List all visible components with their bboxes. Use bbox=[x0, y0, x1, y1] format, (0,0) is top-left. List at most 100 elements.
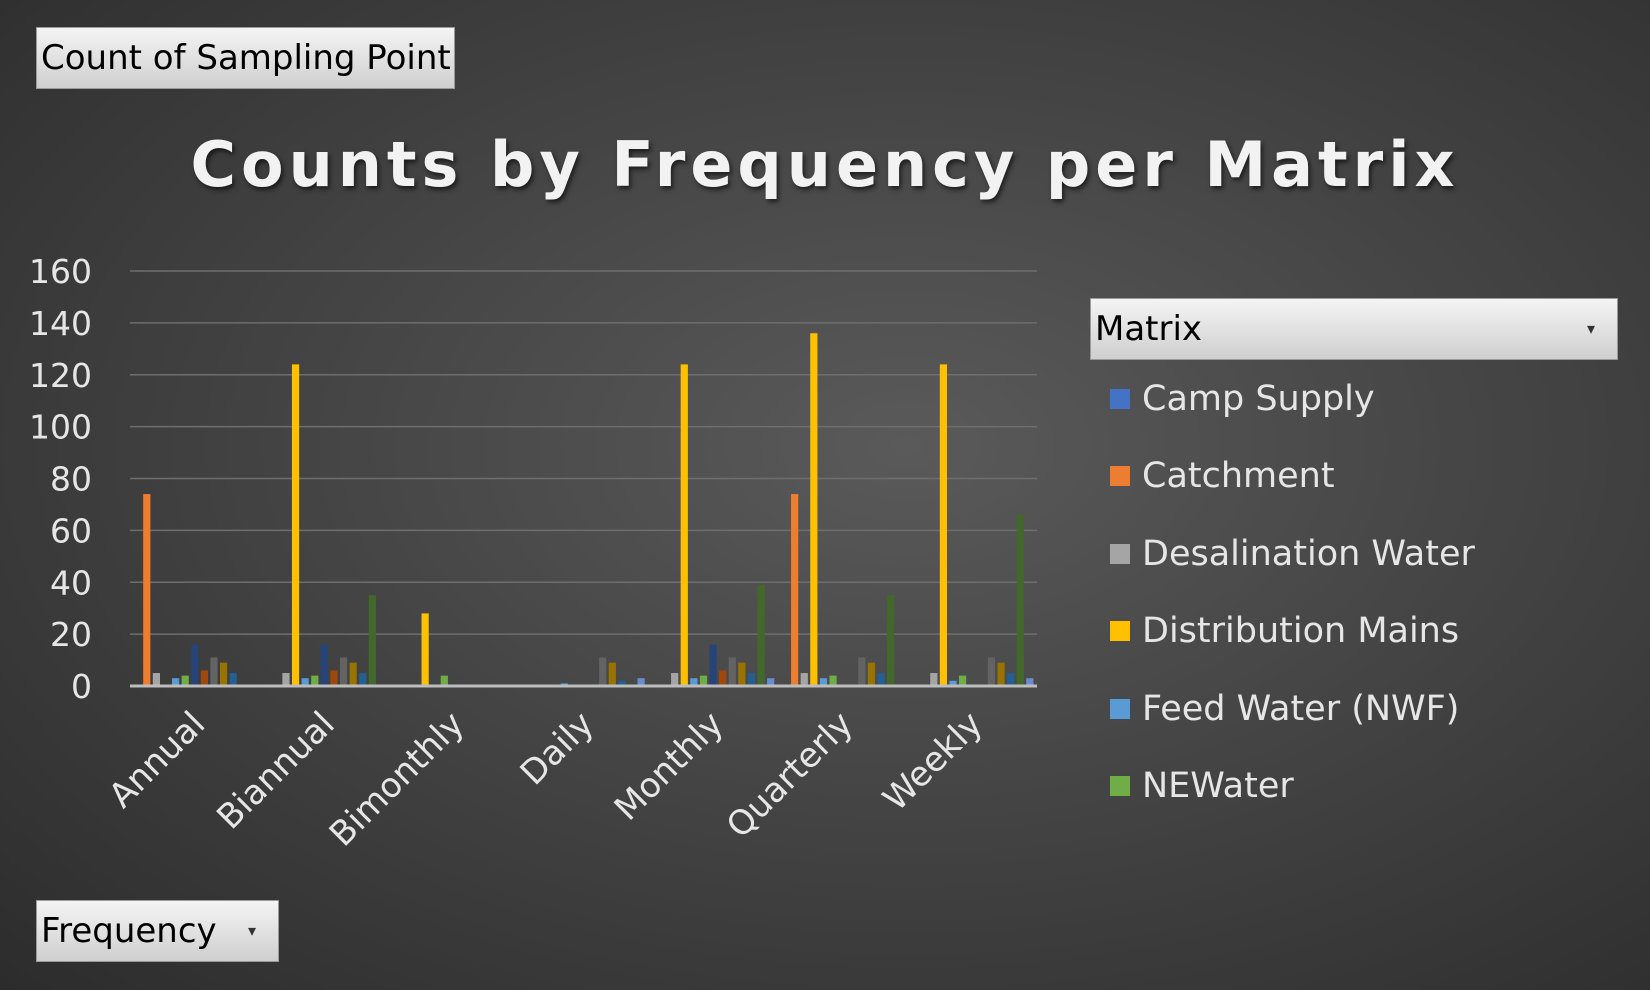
bar bbox=[1007, 673, 1015, 686]
bar bbox=[181, 675, 189, 686]
bar bbox=[810, 333, 818, 686]
bar bbox=[959, 675, 967, 686]
axis-field-label: Frequency bbox=[41, 911, 217, 951]
chevron-down-icon: ▾ bbox=[247, 921, 256, 940]
bar bbox=[738, 662, 746, 686]
bar bbox=[858, 657, 866, 686]
legend-filter-button[interactable]: Matrix ▾ bbox=[1090, 298, 1618, 360]
x-tick-label: Biannual bbox=[209, 704, 342, 837]
legend: Matrix ▾ Camp Supply Catchment Desalinatio… bbox=[1090, 298, 1618, 825]
bar bbox=[219, 662, 228, 686]
bar bbox=[359, 673, 367, 686]
axis-field-button[interactable]: Frequency ▾ bbox=[36, 900, 279, 962]
bar bbox=[709, 644, 717, 686]
bar bbox=[728, 657, 736, 686]
x-tick-label: Annual bbox=[101, 704, 213, 816]
bar bbox=[819, 678, 828, 686]
bar bbox=[930, 673, 938, 686]
legend-item: Distribution Mains bbox=[1090, 593, 1618, 671]
bar bbox=[791, 494, 799, 686]
bar bbox=[200, 670, 208, 686]
bar bbox=[349, 662, 357, 686]
legend-label: Desalination Water bbox=[1142, 533, 1475, 574]
bar bbox=[939, 364, 948, 686]
y-tick-label: 0 bbox=[71, 667, 92, 706]
legend-item: Feed Water (NWF) bbox=[1090, 670, 1618, 748]
legend-swatch bbox=[1110, 388, 1130, 409]
legend-items: Camp Supply Catchment Desalination Water Di… bbox=[1090, 360, 1618, 825]
bar bbox=[320, 644, 328, 686]
bar bbox=[618, 680, 626, 686]
bar bbox=[143, 494, 151, 686]
bar bbox=[608, 662, 616, 686]
legend-item: Catchment bbox=[1090, 438, 1618, 516]
bar bbox=[330, 670, 338, 686]
bar bbox=[690, 678, 698, 686]
legend-swatch bbox=[1110, 776, 1130, 797]
bar bbox=[719, 670, 727, 686]
bar bbox=[210, 657, 218, 686]
bar bbox=[1016, 514, 1024, 686]
bar bbox=[680, 364, 688, 686]
bar bbox=[229, 673, 237, 686]
legend-label: NEWater bbox=[1142, 766, 1294, 807]
values-field-button[interactable]: Count of Sampling Point bbox=[36, 27, 455, 89]
bar bbox=[282, 673, 290, 686]
legend-header-label: Matrix bbox=[1095, 309, 1203, 349]
legend-label: Distribution Mains bbox=[1142, 611, 1460, 652]
values-field-label: Count of Sampling Point bbox=[41, 38, 451, 78]
bar bbox=[599, 657, 607, 686]
y-tick-label: 40 bbox=[50, 563, 92, 602]
bar bbox=[339, 657, 348, 686]
y-tick-label: 160 bbox=[29, 252, 92, 291]
bar bbox=[877, 673, 885, 686]
x-tick-label: Weekly bbox=[876, 704, 991, 819]
y-tick-label: 60 bbox=[50, 511, 92, 550]
legend-swatch bbox=[1110, 466, 1130, 487]
bar bbox=[440, 675, 448, 686]
legend-item: NEWater bbox=[1090, 748, 1618, 826]
bar bbox=[291, 364, 300, 686]
x-tick-label: Daily bbox=[513, 704, 602, 793]
bar bbox=[301, 678, 309, 686]
legend-swatch bbox=[1110, 543, 1130, 564]
legend-swatch bbox=[1110, 698, 1130, 719]
x-tick-label: Bimonthly bbox=[322, 704, 472, 854]
bar bbox=[800, 673, 808, 686]
legend-item: Camp Supply bbox=[1090, 360, 1618, 438]
bar bbox=[747, 673, 756, 686]
bar bbox=[152, 673, 160, 686]
bar bbox=[757, 584, 765, 686]
bar bbox=[421, 613, 429, 686]
bar bbox=[767, 678, 775, 686]
legend-swatch bbox=[1110, 621, 1130, 642]
bar bbox=[887, 595, 895, 686]
bar bbox=[637, 678, 645, 686]
x-tick-label: Quarterly bbox=[719, 704, 861, 846]
chevron-down-icon: ▾ bbox=[1586, 319, 1595, 338]
bar bbox=[311, 675, 319, 686]
y-tick-label: 120 bbox=[29, 356, 92, 395]
y-tick-label: 20 bbox=[50, 615, 92, 654]
legend-label: Camp Supply bbox=[1142, 378, 1375, 419]
bar bbox=[987, 657, 996, 686]
legend-label: Catchment bbox=[1142, 456, 1335, 497]
bar bbox=[191, 644, 199, 686]
bar bbox=[829, 675, 837, 686]
legend-item: Desalination Water bbox=[1090, 515, 1618, 593]
bar bbox=[1026, 678, 1034, 686]
bar bbox=[699, 675, 708, 686]
bar bbox=[368, 595, 376, 686]
y-tick-label: 100 bbox=[29, 408, 92, 447]
y-tick-label: 140 bbox=[29, 304, 92, 343]
bar bbox=[867, 662, 876, 686]
y-tick-label: 80 bbox=[50, 460, 92, 499]
bar bbox=[171, 678, 180, 686]
chart-title: Counts by Frequency per Matrix bbox=[190, 128, 1460, 201]
x-tick-label: Monthly bbox=[607, 704, 732, 829]
bar bbox=[671, 673, 679, 686]
bar bbox=[997, 662, 1005, 686]
bar bbox=[949, 680, 957, 686]
legend-label: Feed Water (NWF) bbox=[1142, 688, 1460, 729]
